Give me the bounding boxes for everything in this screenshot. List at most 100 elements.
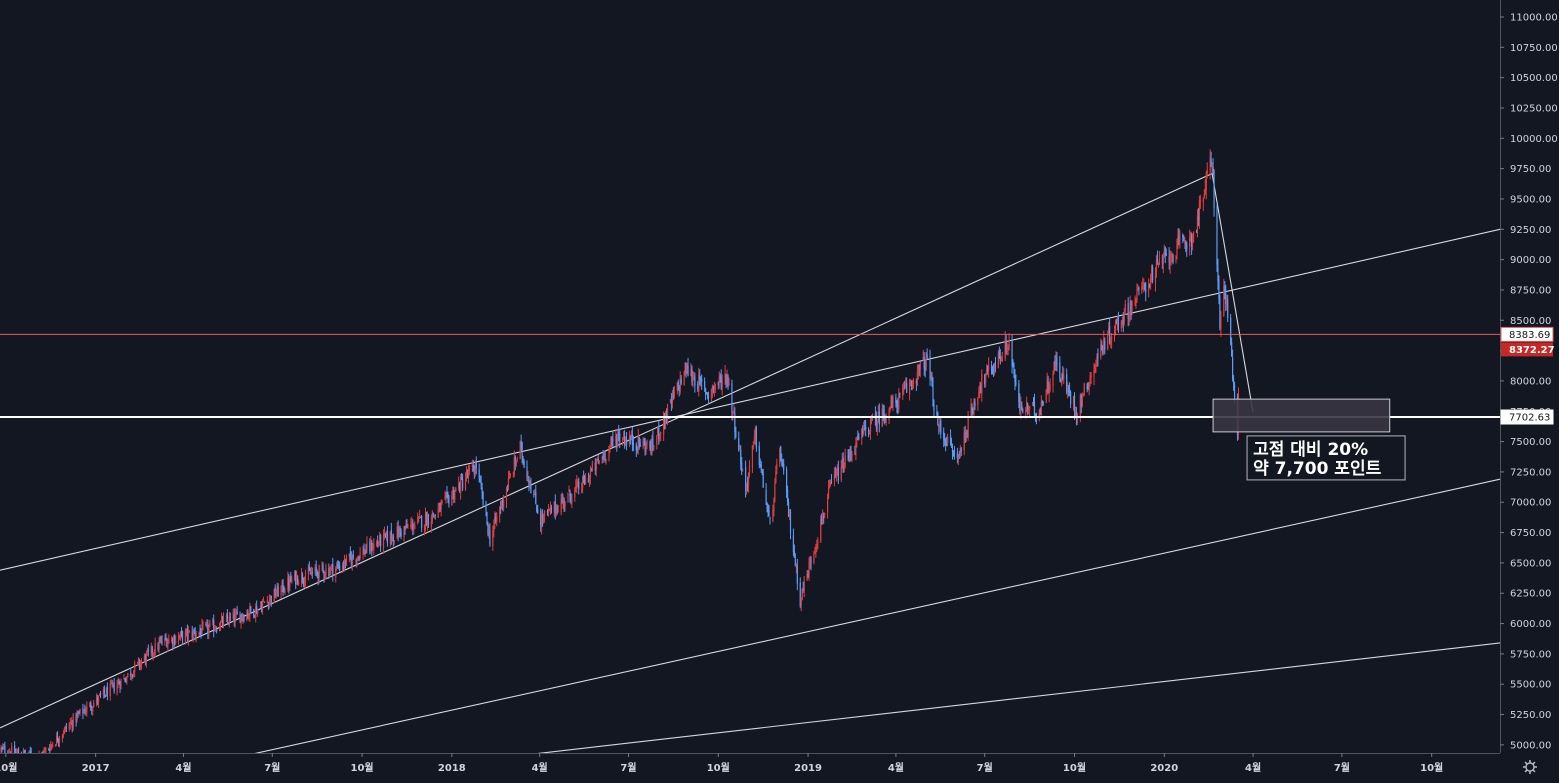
candle-body-226 <box>308 566 310 571</box>
candle-body-128 <box>174 636 176 645</box>
candle-body-150 <box>205 623 207 625</box>
candle-body-717 <box>979 385 981 392</box>
candle-body-184 <box>250 606 252 611</box>
x-tick-label: 10월 <box>351 762 374 774</box>
candle-body-309 <box>421 516 423 529</box>
candle-body-710 <box>970 405 972 417</box>
candle-body-594 <box>810 558 812 564</box>
candle-body-797 <box>1088 384 1090 392</box>
trendline-4[interactable] <box>507 642 1501 758</box>
candle-body-185 <box>253 609 255 617</box>
candle-body-166 <box>226 614 228 621</box>
candle-body-624 <box>851 453 853 461</box>
candle-body-711 <box>971 406 973 412</box>
candle-body-53 <box>71 721 73 728</box>
candle-body-741 <box>1012 363 1014 368</box>
candle-body-814 <box>1110 336 1113 342</box>
y-tick-label: 7000.00 <box>1510 498 1551 509</box>
x-tick-label: 7월 <box>620 762 636 774</box>
candle-body-414 <box>564 501 566 508</box>
candle-body-748 <box>1021 405 1023 408</box>
candle-body-403 <box>549 506 552 509</box>
candle-body-381 <box>520 442 522 445</box>
trendline-1[interactable] <box>0 172 1213 729</box>
candle-body-134 <box>181 631 184 641</box>
time-axis[interactable] <box>0 753 1500 783</box>
candle-body-302 <box>412 522 414 531</box>
candle-body-187 <box>255 606 257 618</box>
candle-body-162 <box>220 617 223 621</box>
candle-body-813 <box>1110 341 1112 344</box>
candle-body-671 <box>916 372 918 386</box>
candle-body-390 <box>533 494 535 496</box>
candle-body-148 <box>201 624 203 634</box>
candle-body-277 <box>378 544 380 546</box>
gear-icon[interactable] <box>1523 760 1537 774</box>
candle-body-365 <box>499 508 501 517</box>
target-zone-box[interactable] <box>1212 398 1391 433</box>
candle-body-520 <box>710 388 713 399</box>
candle-body-867 <box>1184 242 1186 244</box>
candle-body-725 <box>990 365 993 371</box>
trendline-3[interactable] <box>238 478 1501 758</box>
candle-body-758 <box>1034 413 1037 416</box>
candle-body-743 <box>1014 374 1016 383</box>
candle-body-898 <box>1226 297 1228 306</box>
candle-body-560 <box>765 489 767 505</box>
candle-body-191 <box>260 606 263 612</box>
candle-body-696 <box>950 443 953 447</box>
candle-body-756 <box>1032 402 1035 404</box>
candle-body-90 <box>123 677 125 680</box>
candle-body-702 <box>958 453 960 455</box>
candle-body-292 <box>398 528 400 538</box>
candle-body-736 <box>1005 340 1007 353</box>
candle-body-686 <box>937 413 939 425</box>
trendline-2[interactable] <box>0 228 1501 571</box>
candle-body-279 <box>380 534 382 546</box>
candle-body-218 <box>297 576 299 584</box>
y-tick-label: 7250.00 <box>1510 467 1551 478</box>
candle-body-37 <box>50 745 52 750</box>
candle-body-290 <box>396 526 398 539</box>
candle-body-531 <box>725 375 727 384</box>
candle-body-589 <box>803 581 805 591</box>
candle-body-213 <box>290 576 292 583</box>
candle-body-703 <box>959 448 961 455</box>
candle-body-724 <box>988 364 990 371</box>
candle-body-67 <box>91 708 93 710</box>
candle-body-515 <box>704 380 706 388</box>
candle-body-810 <box>1107 335 1109 349</box>
candle-body-855 <box>1168 256 1170 262</box>
candle-body-840 <box>1148 284 1150 291</box>
annotation-box[interactable] <box>1246 435 1406 481</box>
candle-body-170 <box>232 612 234 619</box>
price-axis[interactable] <box>1500 0 1559 783</box>
candle-body-154 <box>209 623 211 627</box>
candle-body-461 <box>629 436 632 441</box>
candle-body-592 <box>808 562 810 576</box>
candle-body-677 <box>924 367 926 371</box>
candle-body-597 <box>815 547 817 551</box>
candle-body-115 <box>157 643 159 650</box>
candle-body-755 <box>1031 403 1034 405</box>
trendline-5[interactable] <box>1211 173 1254 413</box>
candle-body-564 <box>769 517 771 519</box>
candle-body-220 <box>300 572 303 584</box>
candle-body-657 <box>897 405 899 410</box>
candle-body-894 <box>1220 313 1222 329</box>
candle-body-895 <box>1223 285 1225 316</box>
candle-body-779 <box>1063 375 1065 379</box>
candle-body-305 <box>417 517 419 523</box>
candle-body-753 <box>1028 408 1030 410</box>
candle-body-341 <box>465 472 468 479</box>
candle-body-278 <box>379 534 381 544</box>
y-tick-label: 6000.00 <box>1510 619 1551 630</box>
candle-body-314 <box>427 514 430 525</box>
candle-body-598 <box>816 543 818 548</box>
candle-body-287 <box>391 534 393 542</box>
candle-body-577 <box>787 502 790 517</box>
candle-body-704 <box>960 448 962 452</box>
candle-body-149 <box>202 624 204 626</box>
